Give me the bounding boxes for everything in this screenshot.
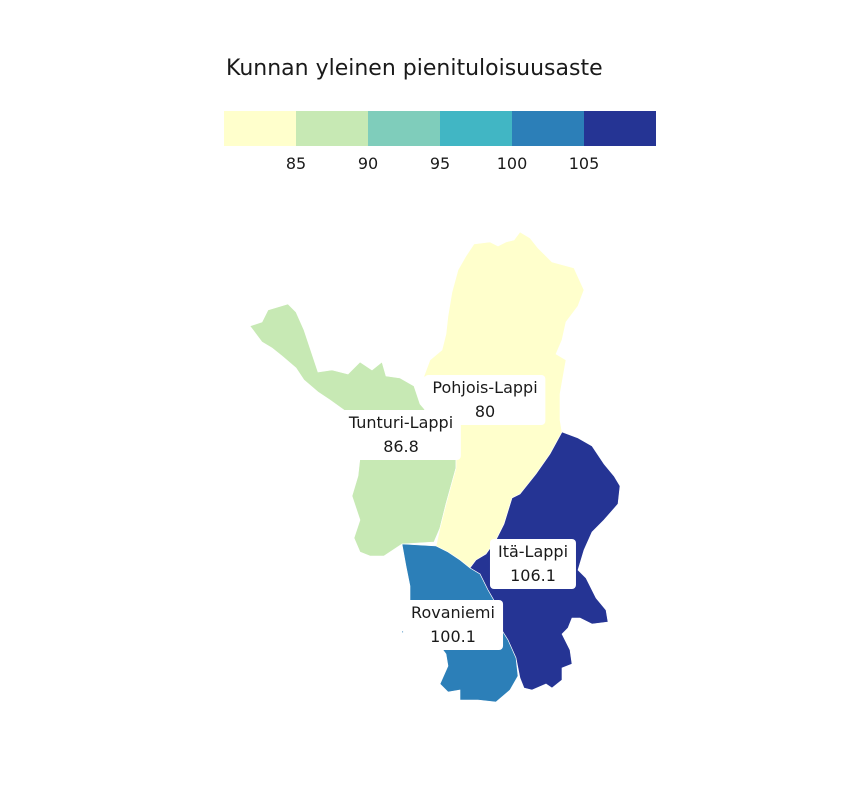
- region-label-value: 106.1: [510, 566, 556, 585]
- region-label-value: 80: [474, 402, 496, 421]
- legend-swatch-2: [296, 111, 368, 146]
- legend-ticks: 85 90 95 100 105: [224, 154, 656, 176]
- region-label-name: Rovaniemi: [411, 603, 495, 622]
- legend-tick: 85: [285, 154, 307, 173]
- region-label-tunturi-lappi: Tunturi-Lappi 86.8: [340, 410, 462, 460]
- legend-title: Kunnan yleinen pienituloisuusaste: [226, 56, 603, 81]
- legend-tick: 100: [496, 154, 528, 173]
- legend-swatch-6: [584, 111, 656, 146]
- legend-swatch-4: [440, 111, 512, 146]
- region-label-name: Itä-Lappi: [497, 542, 569, 561]
- legend-tick: 105: [568, 154, 600, 173]
- color-scale-legend: [224, 111, 656, 146]
- region-label-value: 100.1: [430, 627, 476, 646]
- region-label-ita-lappi: Itä-Lappi 106.1: [489, 539, 577, 589]
- region-label-name: Tunturi-Lappi: [348, 413, 454, 432]
- legend-swatch-5: [512, 111, 584, 146]
- legend-tick: 95: [429, 154, 451, 173]
- region-label-rovaniemi: Rovaniemi 100.1: [403, 600, 503, 650]
- legend-swatch-1: [224, 111, 296, 146]
- region-label-value: 86.8: [383, 437, 419, 456]
- legend-tick: 90: [357, 154, 379, 173]
- region-label-name: Pohjois-Lappi: [432, 378, 538, 397]
- legend-swatch-3: [368, 111, 440, 146]
